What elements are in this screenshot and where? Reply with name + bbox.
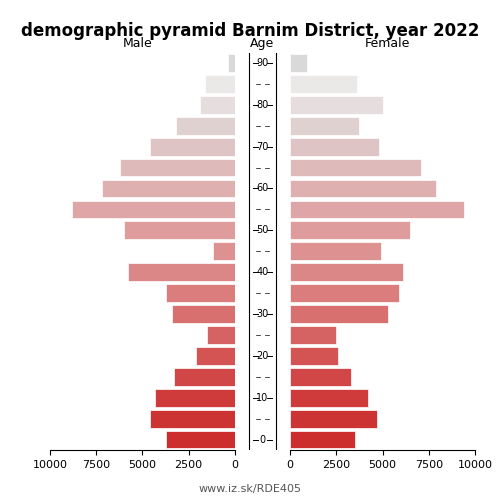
Text: Male: Male [122,37,152,50]
Bar [72,200,235,218]
Bar [228,54,235,72]
Bar [290,264,403,281]
Bar [290,305,388,323]
Bar [290,347,339,364]
Text: demographic pyramid Barnim District, year 2022: demographic pyramid Barnim District, yea… [21,22,479,40]
Text: Age: Age [250,37,274,50]
Bar [212,242,235,260]
Bar [290,200,464,218]
Bar [290,54,307,72]
Bar [290,368,351,386]
Bar [290,138,379,156]
Text: www.iz.sk/RDE405: www.iz.sk/RDE405 [198,484,302,494]
Text: 20: 20 [256,351,268,361]
Text: 30: 30 [256,309,268,319]
Bar [290,430,355,448]
Bar [290,389,368,406]
Bar [200,96,235,114]
Bar [166,430,235,448]
Text: 70: 70 [256,142,268,152]
Bar [205,75,235,93]
Bar [196,347,235,364]
Bar [150,138,235,156]
Bar [176,117,235,134]
Bar [207,326,235,344]
Text: 50: 50 [256,226,268,235]
Text: 0: 0 [260,434,266,444]
Text: Female: Female [365,37,410,50]
Bar [290,326,337,344]
Bar [120,158,235,176]
Bar [290,75,356,93]
Text: 60: 60 [256,184,268,194]
Bar [166,284,235,302]
Bar [174,368,235,386]
Bar [290,284,399,302]
Bar [290,96,382,114]
Bar [290,180,436,198]
Text: 40: 40 [256,267,268,277]
Bar [290,242,381,260]
Text: 90: 90 [256,58,268,68]
Bar [172,305,235,323]
Bar [290,117,358,134]
Bar [290,158,422,176]
Bar [156,389,235,406]
Bar [128,264,235,281]
Bar [290,410,377,428]
Bar [124,222,235,239]
Text: 80: 80 [256,100,268,110]
Bar [150,410,235,428]
Bar [290,222,410,239]
Text: 10: 10 [256,392,268,402]
Bar [102,180,235,198]
